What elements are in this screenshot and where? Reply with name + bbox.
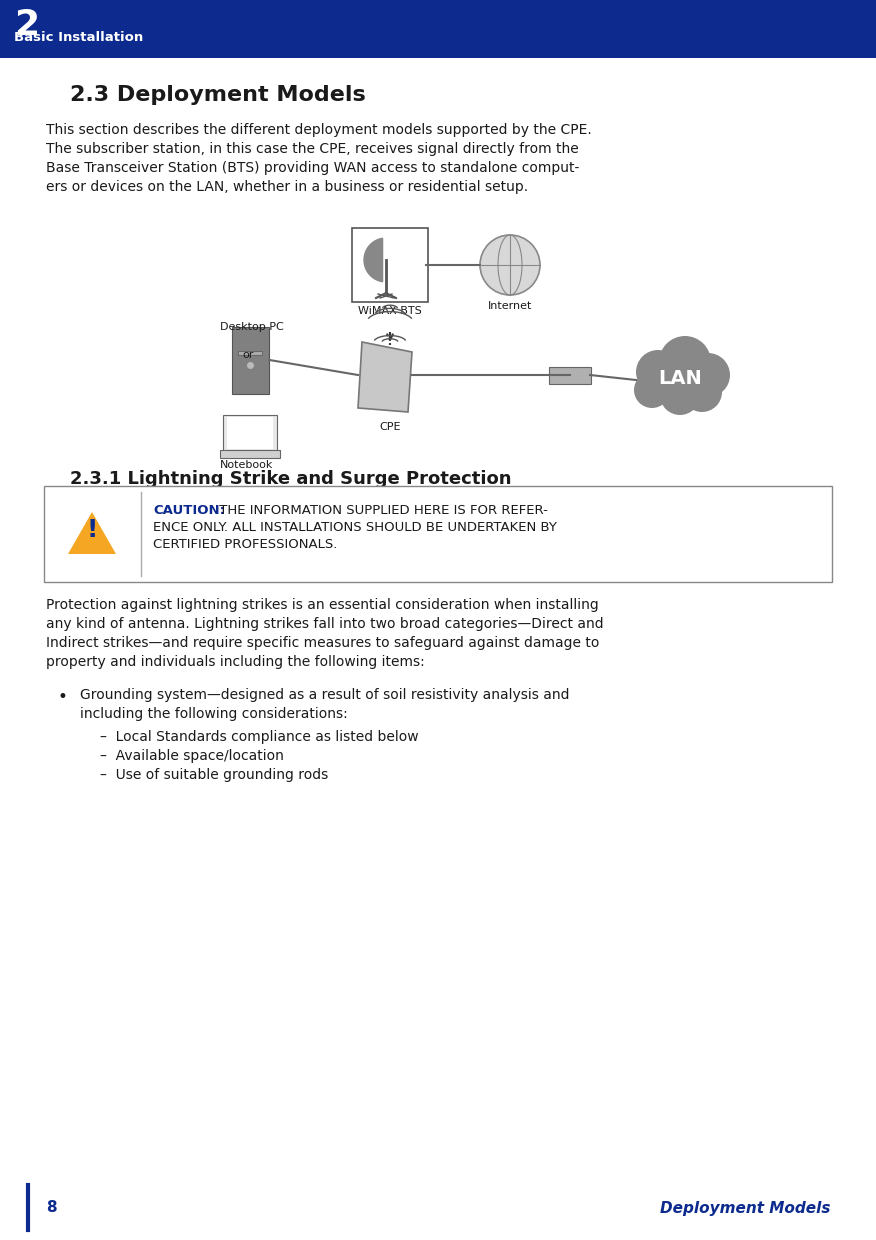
Polygon shape	[68, 512, 116, 554]
Text: LAN: LAN	[658, 368, 702, 387]
Text: or: or	[242, 350, 253, 360]
FancyBboxPatch shape	[0, 0, 876, 58]
Polygon shape	[358, 342, 412, 412]
Text: This section describes the different deployment models supported by the CPE.: This section describes the different dep…	[46, 123, 592, 136]
Text: THE INFORMATION SUPPLIED HERE IS FOR REFER-: THE INFORMATION SUPPLIED HERE IS FOR REF…	[215, 503, 548, 517]
Text: !: !	[87, 518, 98, 542]
Text: –  Available space/location: – Available space/location	[100, 749, 284, 763]
Text: •: •	[58, 688, 67, 706]
FancyBboxPatch shape	[44, 486, 832, 582]
Text: –  Local Standards compliance as listed below: – Local Standards compliance as listed b…	[100, 730, 419, 744]
Text: Notebook: Notebook	[220, 460, 273, 470]
Text: 8: 8	[46, 1200, 57, 1215]
Text: Basic Installation: Basic Installation	[14, 31, 144, 43]
Text: Indirect strikes—and require specific measures to safeguard against damage to: Indirect strikes—and require specific me…	[46, 636, 599, 650]
FancyBboxPatch shape	[220, 450, 280, 458]
Text: Base Transceiver Station (BTS) providing WAN access to standalone comput-: Base Transceiver Station (BTS) providing…	[46, 161, 579, 175]
FancyBboxPatch shape	[223, 415, 277, 453]
Text: any kind of antenna. Lightning strikes fall into two broad categories—Direct and: any kind of antenna. Lightning strikes f…	[46, 618, 604, 631]
Text: Grounding system—designed as a result of soil resistivity analysis and: Grounding system—designed as a result of…	[80, 688, 569, 702]
Text: CERTIFIED PROFESSIONALS.: CERTIFIED PROFESSIONALS.	[153, 538, 337, 551]
Text: The subscriber station, in this case the CPE, receives signal directly from the: The subscriber station, in this case the…	[46, 143, 579, 156]
FancyBboxPatch shape	[238, 351, 262, 355]
FancyBboxPatch shape	[549, 367, 591, 383]
Text: 2.3 Deployment Models: 2.3 Deployment Models	[70, 86, 366, 105]
Text: Protection against lightning strikes is an essential consideration when installi: Protection against lightning strikes is …	[46, 598, 599, 613]
Text: 2: 2	[14, 7, 39, 42]
Circle shape	[660, 374, 700, 415]
Text: including the following considerations:: including the following considerations:	[80, 707, 348, 720]
Text: WiMAX BTS: WiMAX BTS	[358, 306, 422, 316]
Text: 2.3.1 Lightning Strike and Surge Protection: 2.3.1 Lightning Strike and Surge Protect…	[70, 470, 512, 489]
Circle shape	[686, 353, 730, 397]
Text: ENCE ONLY. ALL INSTALLATIONS SHOULD BE UNDERTAKEN BY: ENCE ONLY. ALL INSTALLATIONS SHOULD BE U…	[153, 521, 557, 534]
Circle shape	[480, 236, 540, 295]
Text: Deployment Models: Deployment Models	[660, 1200, 830, 1215]
Text: property and individuals including the following items:: property and individuals including the f…	[46, 655, 425, 670]
Text: Desktop PC: Desktop PC	[220, 322, 284, 332]
Text: –  Use of suitable grounding rods: – Use of suitable grounding rods	[100, 768, 328, 782]
Circle shape	[659, 336, 711, 388]
Text: CAUTION:: CAUTION:	[153, 503, 225, 517]
Text: ers or devices on the LAN, whether in a business or residential setup.: ers or devices on the LAN, whether in a …	[46, 180, 528, 193]
Text: Internet: Internet	[488, 301, 533, 311]
Circle shape	[636, 350, 680, 394]
Polygon shape	[364, 238, 383, 281]
Text: CPE: CPE	[379, 422, 400, 432]
FancyBboxPatch shape	[352, 228, 428, 303]
FancyBboxPatch shape	[227, 417, 273, 449]
FancyBboxPatch shape	[231, 326, 269, 393]
Circle shape	[634, 372, 670, 408]
Circle shape	[682, 372, 722, 412]
